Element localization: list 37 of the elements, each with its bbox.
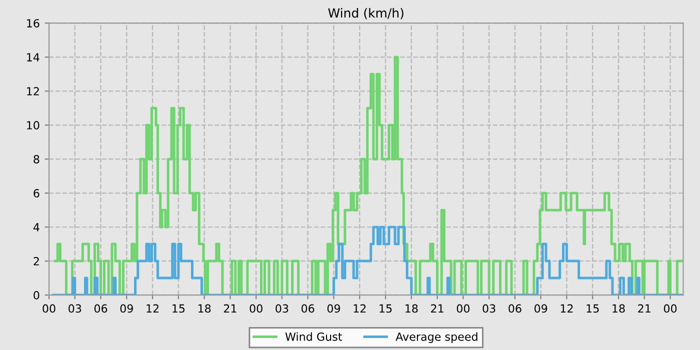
x-tick-label: 06 [94,304,108,313]
y-tick-label: 4 [33,223,40,232]
x-tick-label: 06 [302,304,314,313]
x-tick-label: 00 [250,304,262,313]
x-tick-label: 18 [198,304,211,313]
y-tick-label: 12 [27,87,39,96]
x-tick-label: 06 [508,304,522,313]
x-tick-label: 12 [146,304,158,313]
x-tick-label: 00 [456,304,470,313]
x-tick-label: 09 [534,304,548,313]
x-tick-label: 21 [638,304,650,313]
x-tick-label: 21 [431,304,444,313]
x-tick-label: 00 [42,304,56,313]
y-tick-label: 16 [27,19,40,28]
x-tick-label: 18 [406,304,418,313]
x-tick-label: 03 [482,304,496,313]
x-tick-label: 21 [224,304,236,313]
x-tick-label: 18 [612,304,625,313]
y-tick-label: 6 [34,189,40,198]
legend-label: Wind Gust [285,332,342,341]
x-tick-label: 12 [560,304,573,313]
y-tick-label: 8 [34,155,40,164]
legend-label: Average speed [396,332,478,343]
chart-title: Wind (km/h) [328,8,404,20]
x-tick-label: 09 [327,304,340,313]
x-tick-label: 09 [120,304,133,313]
x-tick-label: 03 [276,304,288,313]
y-tick-label: 0 [34,291,40,300]
x-tick-label: 15 [172,304,185,313]
x-tick-label: 00 [664,304,677,313]
y-tick-label: 2 [34,257,39,266]
x-tick-label: 03 [68,304,82,313]
y-tick-label: 10 [27,121,40,130]
y-tick-label: 14 [27,53,40,62]
x-tick-label: 15 [586,304,599,313]
x-tick-label: 12 [354,304,366,313]
x-tick-label: 15 [380,304,392,313]
